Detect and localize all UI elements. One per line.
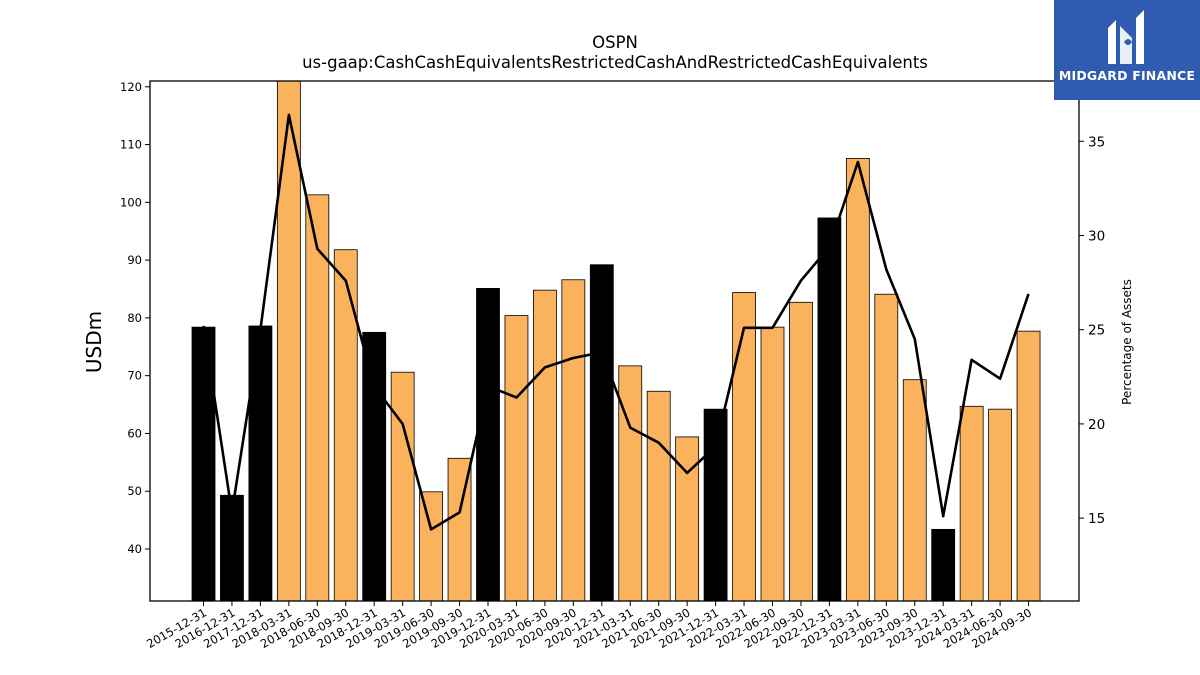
axes: 40506070809010011012015202530352015-12-3…	[120, 80, 1105, 651]
y2-axis-label: Percentage of Assets	[1120, 279, 1134, 405]
y-tick-label: 60	[127, 426, 142, 440]
y-axis-label: USDm	[82, 311, 106, 373]
bar	[675, 436, 700, 602]
bar	[362, 331, 387, 602]
bar-series	[191, 80, 1041, 602]
bar	[646, 390, 671, 602]
y2-tick-label: 25	[1088, 323, 1105, 339]
bar	[276, 80, 301, 602]
bar	[191, 326, 216, 602]
bar	[902, 379, 927, 602]
chart-subtitle: us-gaap:CashCashEquivalentsRestrictedCas…	[302, 53, 928, 72]
logo-text: MIDGARD FINANCE	[1058, 68, 1196, 83]
y2-tick-label: 20	[1088, 417, 1105, 433]
bar	[1016, 330, 1041, 602]
bar	[504, 315, 529, 602]
bar	[988, 408, 1012, 602]
y-tick-label: 90	[127, 253, 142, 267]
midgard-finance-logo: MIDGARD FINANCE	[1054, 0, 1200, 100]
bar	[732, 292, 756, 602]
y-tick-label: 80	[127, 311, 142, 325]
line-path	[202, 113, 1030, 531]
bar	[533, 289, 557, 602]
bar	[589, 264, 614, 602]
y-tick-label: 120	[120, 80, 142, 94]
y2-tick-label: 30	[1088, 228, 1105, 244]
bar	[845, 158, 870, 602]
y-tick-label: 50	[127, 484, 142, 498]
bar	[476, 288, 500, 602]
bar	[333, 249, 358, 602]
bar	[703, 408, 728, 602]
bar	[959, 405, 984, 602]
bar	[305, 194, 330, 602]
line-series	[202, 113, 1030, 531]
bar	[789, 301, 813, 602]
midgard-m-logo-icon	[1108, 10, 1144, 64]
bar	[760, 326, 785, 602]
bar	[248, 325, 273, 602]
bar	[390, 371, 415, 602]
bar	[874, 293, 899, 602]
plot-frame	[149, 80, 1080, 602]
bar	[817, 217, 842, 602]
bar	[561, 279, 586, 602]
y-tick-label: 110	[120, 138, 142, 152]
y2-tick-label: 35	[1088, 134, 1105, 150]
chart-title: OSPN	[592, 33, 638, 52]
y-tick-label: 40	[127, 542, 142, 556]
y2-tick-label: 15	[1088, 511, 1105, 527]
bar	[618, 365, 643, 602]
y-tick-label: 70	[127, 369, 142, 383]
bar	[931, 528, 956, 602]
bar	[419, 491, 444, 602]
y-tick-label: 100	[120, 195, 142, 209]
